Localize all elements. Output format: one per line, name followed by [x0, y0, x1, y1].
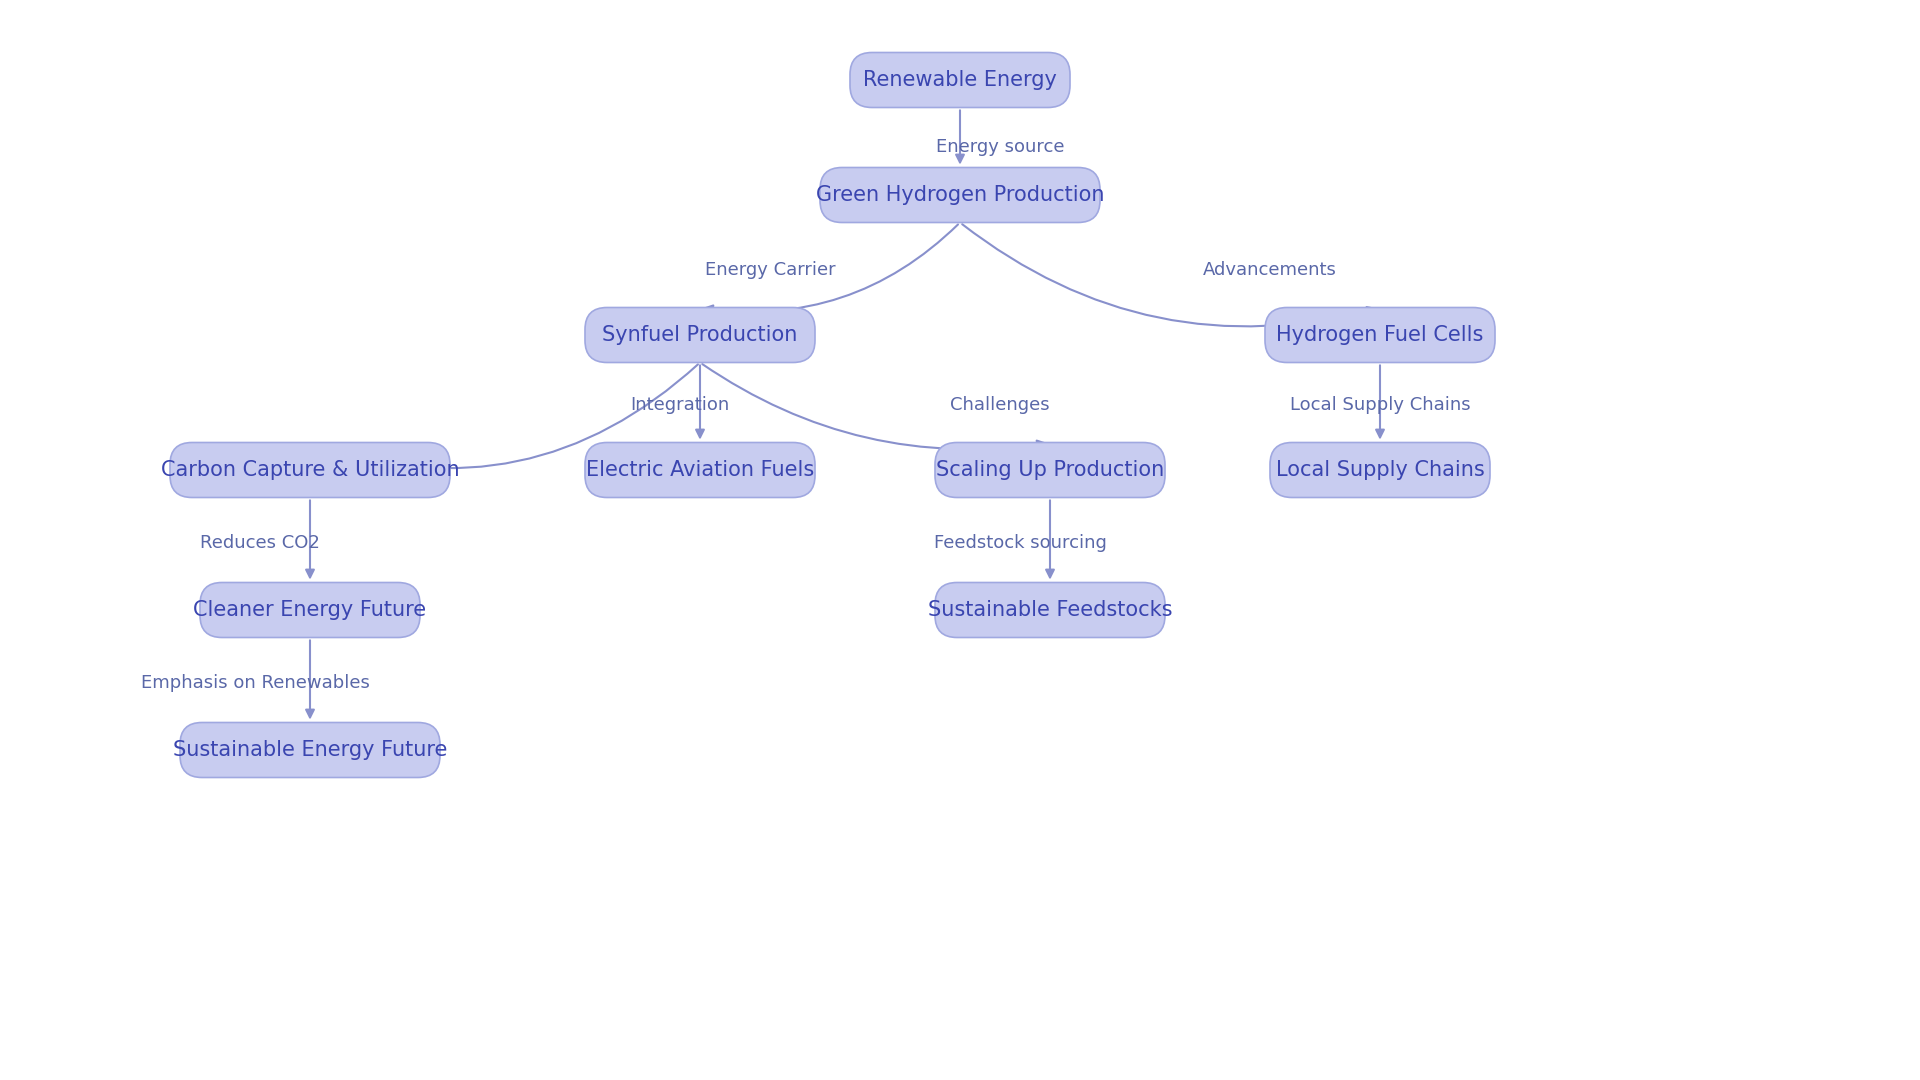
- FancyBboxPatch shape: [820, 167, 1100, 222]
- Text: Local Supply Chains: Local Supply Chains: [1290, 396, 1471, 414]
- Text: Local Supply Chains: Local Supply Chains: [1275, 460, 1484, 480]
- Text: Green Hydrogen Production: Green Hydrogen Production: [816, 185, 1104, 205]
- FancyBboxPatch shape: [180, 723, 440, 778]
- Text: Hydrogen Fuel Cells: Hydrogen Fuel Cells: [1277, 325, 1484, 345]
- Text: Renewable Energy: Renewable Energy: [864, 70, 1056, 90]
- Text: Synfuel Production: Synfuel Production: [603, 325, 797, 345]
- Text: Advancements: Advancements: [1204, 261, 1336, 279]
- FancyBboxPatch shape: [171, 443, 449, 498]
- Text: Carbon Capture & Utilization: Carbon Capture & Utilization: [161, 460, 459, 480]
- Text: Energy Carrier: Energy Carrier: [705, 261, 835, 279]
- Text: Cleaner Energy Future: Cleaner Energy Future: [194, 600, 426, 620]
- FancyBboxPatch shape: [851, 53, 1069, 108]
- FancyBboxPatch shape: [200, 582, 420, 637]
- Text: Scaling Up Production: Scaling Up Production: [935, 460, 1164, 480]
- FancyBboxPatch shape: [586, 308, 814, 363]
- FancyBboxPatch shape: [935, 443, 1165, 498]
- FancyBboxPatch shape: [1265, 308, 1496, 363]
- FancyBboxPatch shape: [586, 443, 814, 498]
- Text: Challenges: Challenges: [950, 396, 1050, 414]
- Text: Reduces CO2: Reduces CO2: [200, 534, 321, 552]
- Text: Sustainable Energy Future: Sustainable Energy Future: [173, 740, 447, 760]
- Text: Feedstock sourcing: Feedstock sourcing: [933, 534, 1106, 552]
- Text: Electric Aviation Fuels: Electric Aviation Fuels: [586, 460, 814, 480]
- FancyBboxPatch shape: [935, 582, 1165, 637]
- Text: Emphasis on Renewables: Emphasis on Renewables: [140, 674, 369, 692]
- FancyBboxPatch shape: [1269, 443, 1490, 498]
- Text: Integration: Integration: [630, 396, 730, 414]
- Text: Energy source: Energy source: [935, 138, 1064, 156]
- Text: Sustainable Feedstocks: Sustainable Feedstocks: [927, 600, 1173, 620]
